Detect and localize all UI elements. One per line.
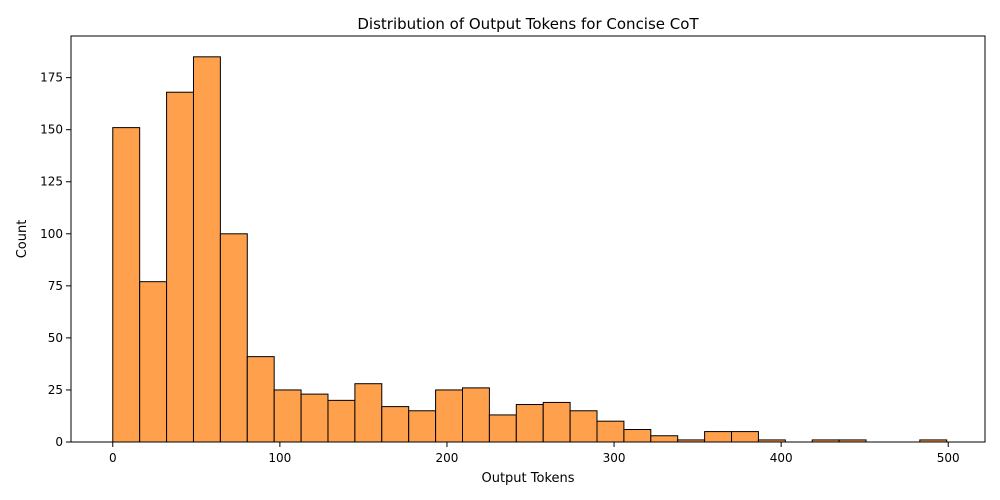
x-tick-label: 0 xyxy=(109,451,117,465)
y-tick-label: 125 xyxy=(40,175,63,189)
y-tick-label: 75 xyxy=(48,279,63,293)
histogram-bar xyxy=(246,356,275,443)
histogram-bar xyxy=(542,401,571,443)
y-tick-label: 150 xyxy=(40,123,63,137)
bars-group xyxy=(112,56,948,443)
x-tick-label: 100 xyxy=(268,451,291,465)
y-axis-label: Count xyxy=(15,220,30,259)
histogram-bar xyxy=(273,389,302,443)
histogram-bar xyxy=(596,420,625,443)
y-tick-label: 0 xyxy=(55,435,63,449)
histogram-bar xyxy=(488,414,517,443)
histogram-bar xyxy=(704,431,733,443)
histogram-bar xyxy=(435,389,464,443)
histogram-bar xyxy=(731,431,759,443)
x-tick-label: 200 xyxy=(436,451,459,465)
y-tick-label: 25 xyxy=(48,383,63,397)
histogram-bar xyxy=(300,393,329,443)
x-axis-ticks: 0 100 200 300 400 500 xyxy=(109,442,960,465)
histogram-bar xyxy=(569,410,598,443)
x-tick-label: 300 xyxy=(603,451,626,465)
histogram-bar xyxy=(515,404,544,443)
histogram-bar xyxy=(327,399,356,443)
histogram-bar xyxy=(381,406,410,443)
x-tick-label: 500 xyxy=(937,451,960,465)
histogram-bar xyxy=(408,410,437,443)
histogram-bar xyxy=(219,233,248,443)
y-axis-ticks: 0 25 50 75 100 125 150 175 xyxy=(40,71,71,449)
histogram-bar xyxy=(623,429,652,443)
histogram-bar xyxy=(650,435,679,443)
histogram-bar xyxy=(112,127,141,443)
y-tick-label: 175 xyxy=(40,71,63,85)
histogram-bar xyxy=(462,387,490,443)
histogram-bar xyxy=(166,91,194,443)
x-tick-label: 400 xyxy=(770,451,793,465)
chart-title: Distribution of Output Tokens for Concis… xyxy=(357,15,699,33)
x-axis-label: Output Tokens xyxy=(481,471,574,486)
plot-frame xyxy=(70,35,986,443)
y-tick-label: 50 xyxy=(48,331,63,345)
histogram-bar xyxy=(192,56,221,443)
histogram-bar xyxy=(354,383,383,443)
histogram-bar xyxy=(139,281,168,443)
y-tick-label: 100 xyxy=(40,227,63,241)
